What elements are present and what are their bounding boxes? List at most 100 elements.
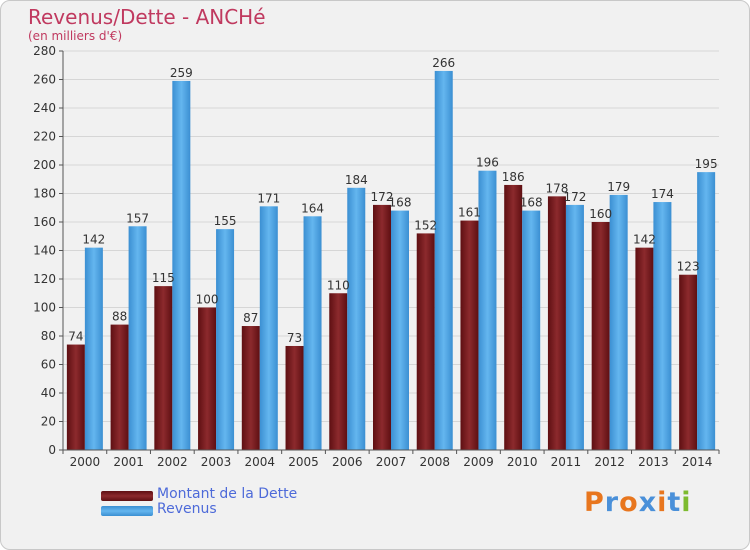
bar-revenus <box>391 210 409 450</box>
bar-value-label: 157 <box>126 211 149 225</box>
bar-value-label: 171 <box>257 191 280 205</box>
bar-value-label: 178 <box>545 181 568 195</box>
bar-dette <box>154 286 173 450</box>
bar-value-label: 172 <box>371 190 394 204</box>
bar-revenus <box>565 204 584 450</box>
bar-value-label: 155 <box>214 214 237 228</box>
proxiti-logo: Proxiti <box>584 487 692 518</box>
bar-dette <box>66 344 85 450</box>
bar-value-label: 259 <box>170 66 193 80</box>
x-tick-label: 2009 <box>463 455 494 469</box>
x-tick-label: 2001 <box>113 455 144 469</box>
bar-value-label: 168 <box>520 196 543 210</box>
bar-revenus <box>259 206 278 450</box>
legend-label-debt: Montant de la Dette <box>157 486 298 502</box>
bar-value-label: 142 <box>82 233 105 247</box>
data-labels: 7414288157115259100155871717316411018417… <box>68 56 717 345</box>
bar-value-label: 195 <box>695 157 718 171</box>
bar-value-label: 161 <box>458 206 481 220</box>
bar-value-label: 160 <box>589 207 612 221</box>
bar-dette <box>635 247 654 450</box>
logo-letter: i <box>657 487 668 518</box>
bar-value-label: 164 <box>301 201 324 215</box>
y-tick-label: 100 <box>33 301 56 315</box>
logo-letter: t <box>667 487 682 518</box>
x-tick-label: 2004 <box>245 455 276 469</box>
y-tick-label: 160 <box>33 215 56 229</box>
bar-revenus <box>84 247 103 450</box>
bar-value-label: 152 <box>414 218 437 232</box>
bar-value-label: 142 <box>633 233 656 247</box>
bars <box>66 70 716 451</box>
bar-value-label: 186 <box>502 170 525 184</box>
bar-dette <box>110 324 129 450</box>
x-tick-label: 2014 <box>682 455 713 469</box>
bar-dette <box>373 204 391 450</box>
y-tick-label: 260 <box>33 73 56 87</box>
logo-letter: x <box>638 487 658 518</box>
y-tick-label: 280 <box>33 44 56 58</box>
bar-value-label: 74 <box>68 330 83 344</box>
y-tick-label: 140 <box>33 244 56 258</box>
bar-value-label: 179 <box>607 180 630 194</box>
bar-value-label: 100 <box>196 293 219 307</box>
logo-letter: r <box>604 487 620 518</box>
bar-value-label: 88 <box>112 310 127 324</box>
bar-revenus <box>347 187 366 451</box>
bar-dette <box>241 326 260 450</box>
x-tick-label: 2002 <box>157 455 188 469</box>
bar-revenus <box>609 194 628 450</box>
logo-letter: i <box>681 487 692 518</box>
y-tick-label: 20 <box>41 415 56 429</box>
bar-revenus <box>653 202 672 450</box>
bar-value-label: 73 <box>287 331 302 345</box>
bar-dette <box>198 307 217 450</box>
bar-revenus <box>478 170 497 450</box>
x-tick-label: 2006 <box>332 455 363 469</box>
y-tick-label: 0 <box>48 443 56 457</box>
bar-revenus <box>172 80 191 451</box>
y-tick-label: 200 <box>33 158 56 172</box>
y-tick-label: 80 <box>41 329 56 343</box>
legend-label-revenus: Revenus <box>157 501 217 517</box>
bar-revenus <box>303 216 322 450</box>
y-tick-label: 240 <box>33 101 56 115</box>
bar-dette <box>504 184 523 450</box>
x-tick-label: 2011 <box>551 455 582 469</box>
bar-revenus <box>697 172 716 450</box>
bar-value-label: 196 <box>476 156 499 170</box>
y-tick-label: 220 <box>33 130 56 144</box>
bar-dette <box>460 220 479 450</box>
logo-letter: o <box>619 487 639 518</box>
bar-value-label: 123 <box>677 260 700 274</box>
axes: 0 20 40 60 80 100 120 140 160 180 200 220 240 260 280 2… <box>33 44 720 469</box>
x-tick-label: 2012 <box>594 455 625 469</box>
bar-dette <box>285 345 304 450</box>
x-tick-label: 2003 <box>201 455 232 469</box>
y-tick-label: 60 <box>41 358 56 372</box>
y-tick-label: 180 <box>33 187 56 201</box>
bar-value-label: 172 <box>563 190 586 204</box>
bar-value-label: 266 <box>432 56 455 70</box>
bar-dette <box>416 233 435 450</box>
bar-value-label: 168 <box>389 196 412 210</box>
chart-title: Revenus/Dette - ANCHé <box>28 5 266 29</box>
x-tick-label: 2005 <box>288 455 319 469</box>
x-tick-label: 2007 <box>376 455 407 469</box>
bar-dette <box>591 222 610 450</box>
y-tick-label: 120 <box>33 272 56 286</box>
x-tick-label: 2008 <box>419 455 450 469</box>
legend-swatch-debt <box>101 491 153 501</box>
bar-dette <box>679 274 698 450</box>
y-tick-label: 40 <box>41 386 56 400</box>
bar-value-label: 110 <box>327 278 350 292</box>
bar-revenus <box>128 226 147 450</box>
bar-revenus <box>522 210 541 450</box>
bar-revenus <box>434 70 453 450</box>
bar-dette <box>547 196 566 450</box>
x-tick-label: 2010 <box>507 455 538 469</box>
bar-revenus <box>216 229 235 450</box>
logo-letter: P <box>584 487 605 518</box>
